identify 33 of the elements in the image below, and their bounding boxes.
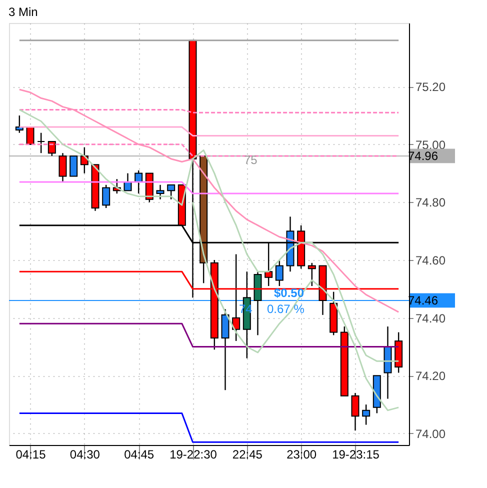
x-tick-label: 04:45 bbox=[124, 448, 154, 462]
annotation: $0.50 bbox=[274, 286, 304, 300]
candlestick bbox=[48, 140, 56, 157]
candlestick bbox=[275, 259, 284, 287]
y-tick-label: 74.00 bbox=[416, 426, 446, 441]
x-tick-label: 04:30 bbox=[70, 448, 100, 462]
candlestick bbox=[102, 184, 110, 209]
candlestick bbox=[156, 184, 164, 200]
candlestick bbox=[362, 404, 370, 426]
candlestick bbox=[221, 308, 230, 391]
y-tick-label: 75.00 bbox=[416, 138, 446, 152]
x-tick-label: 19-23:15 bbox=[332, 448, 380, 462]
candlestick bbox=[37, 132, 46, 154]
candlestick bbox=[70, 155, 78, 177]
annotation: 0.67 % bbox=[267, 302, 305, 316]
candlestick bbox=[167, 184, 176, 200]
x-tick-label: 23:00 bbox=[286, 448, 317, 462]
candlestick bbox=[26, 126, 34, 145]
y-tick-label: 74.20 bbox=[416, 369, 446, 384]
line-series bbox=[18, 88, 400, 313]
candlestick bbox=[351, 392, 360, 432]
candlestick bbox=[308, 262, 316, 287]
candlestick bbox=[58, 152, 67, 183]
y-tick-label: 75.20 bbox=[416, 80, 446, 94]
x-tick-label: 22:45 bbox=[232, 448, 263, 462]
y-tick-label: 74.80 bbox=[416, 196, 446, 210]
y-tick-label: 74.40 bbox=[416, 311, 446, 326]
y-tick-label: 74.60 bbox=[416, 254, 446, 268]
chart-title: 3 Min bbox=[8, 5, 38, 19]
x-tick-label: 19-22:30 bbox=[170, 448, 218, 462]
annotation: 75 bbox=[244, 153, 258, 167]
x-tick-label: 04:15 bbox=[16, 448, 46, 462]
line-series bbox=[192, 201, 400, 412]
